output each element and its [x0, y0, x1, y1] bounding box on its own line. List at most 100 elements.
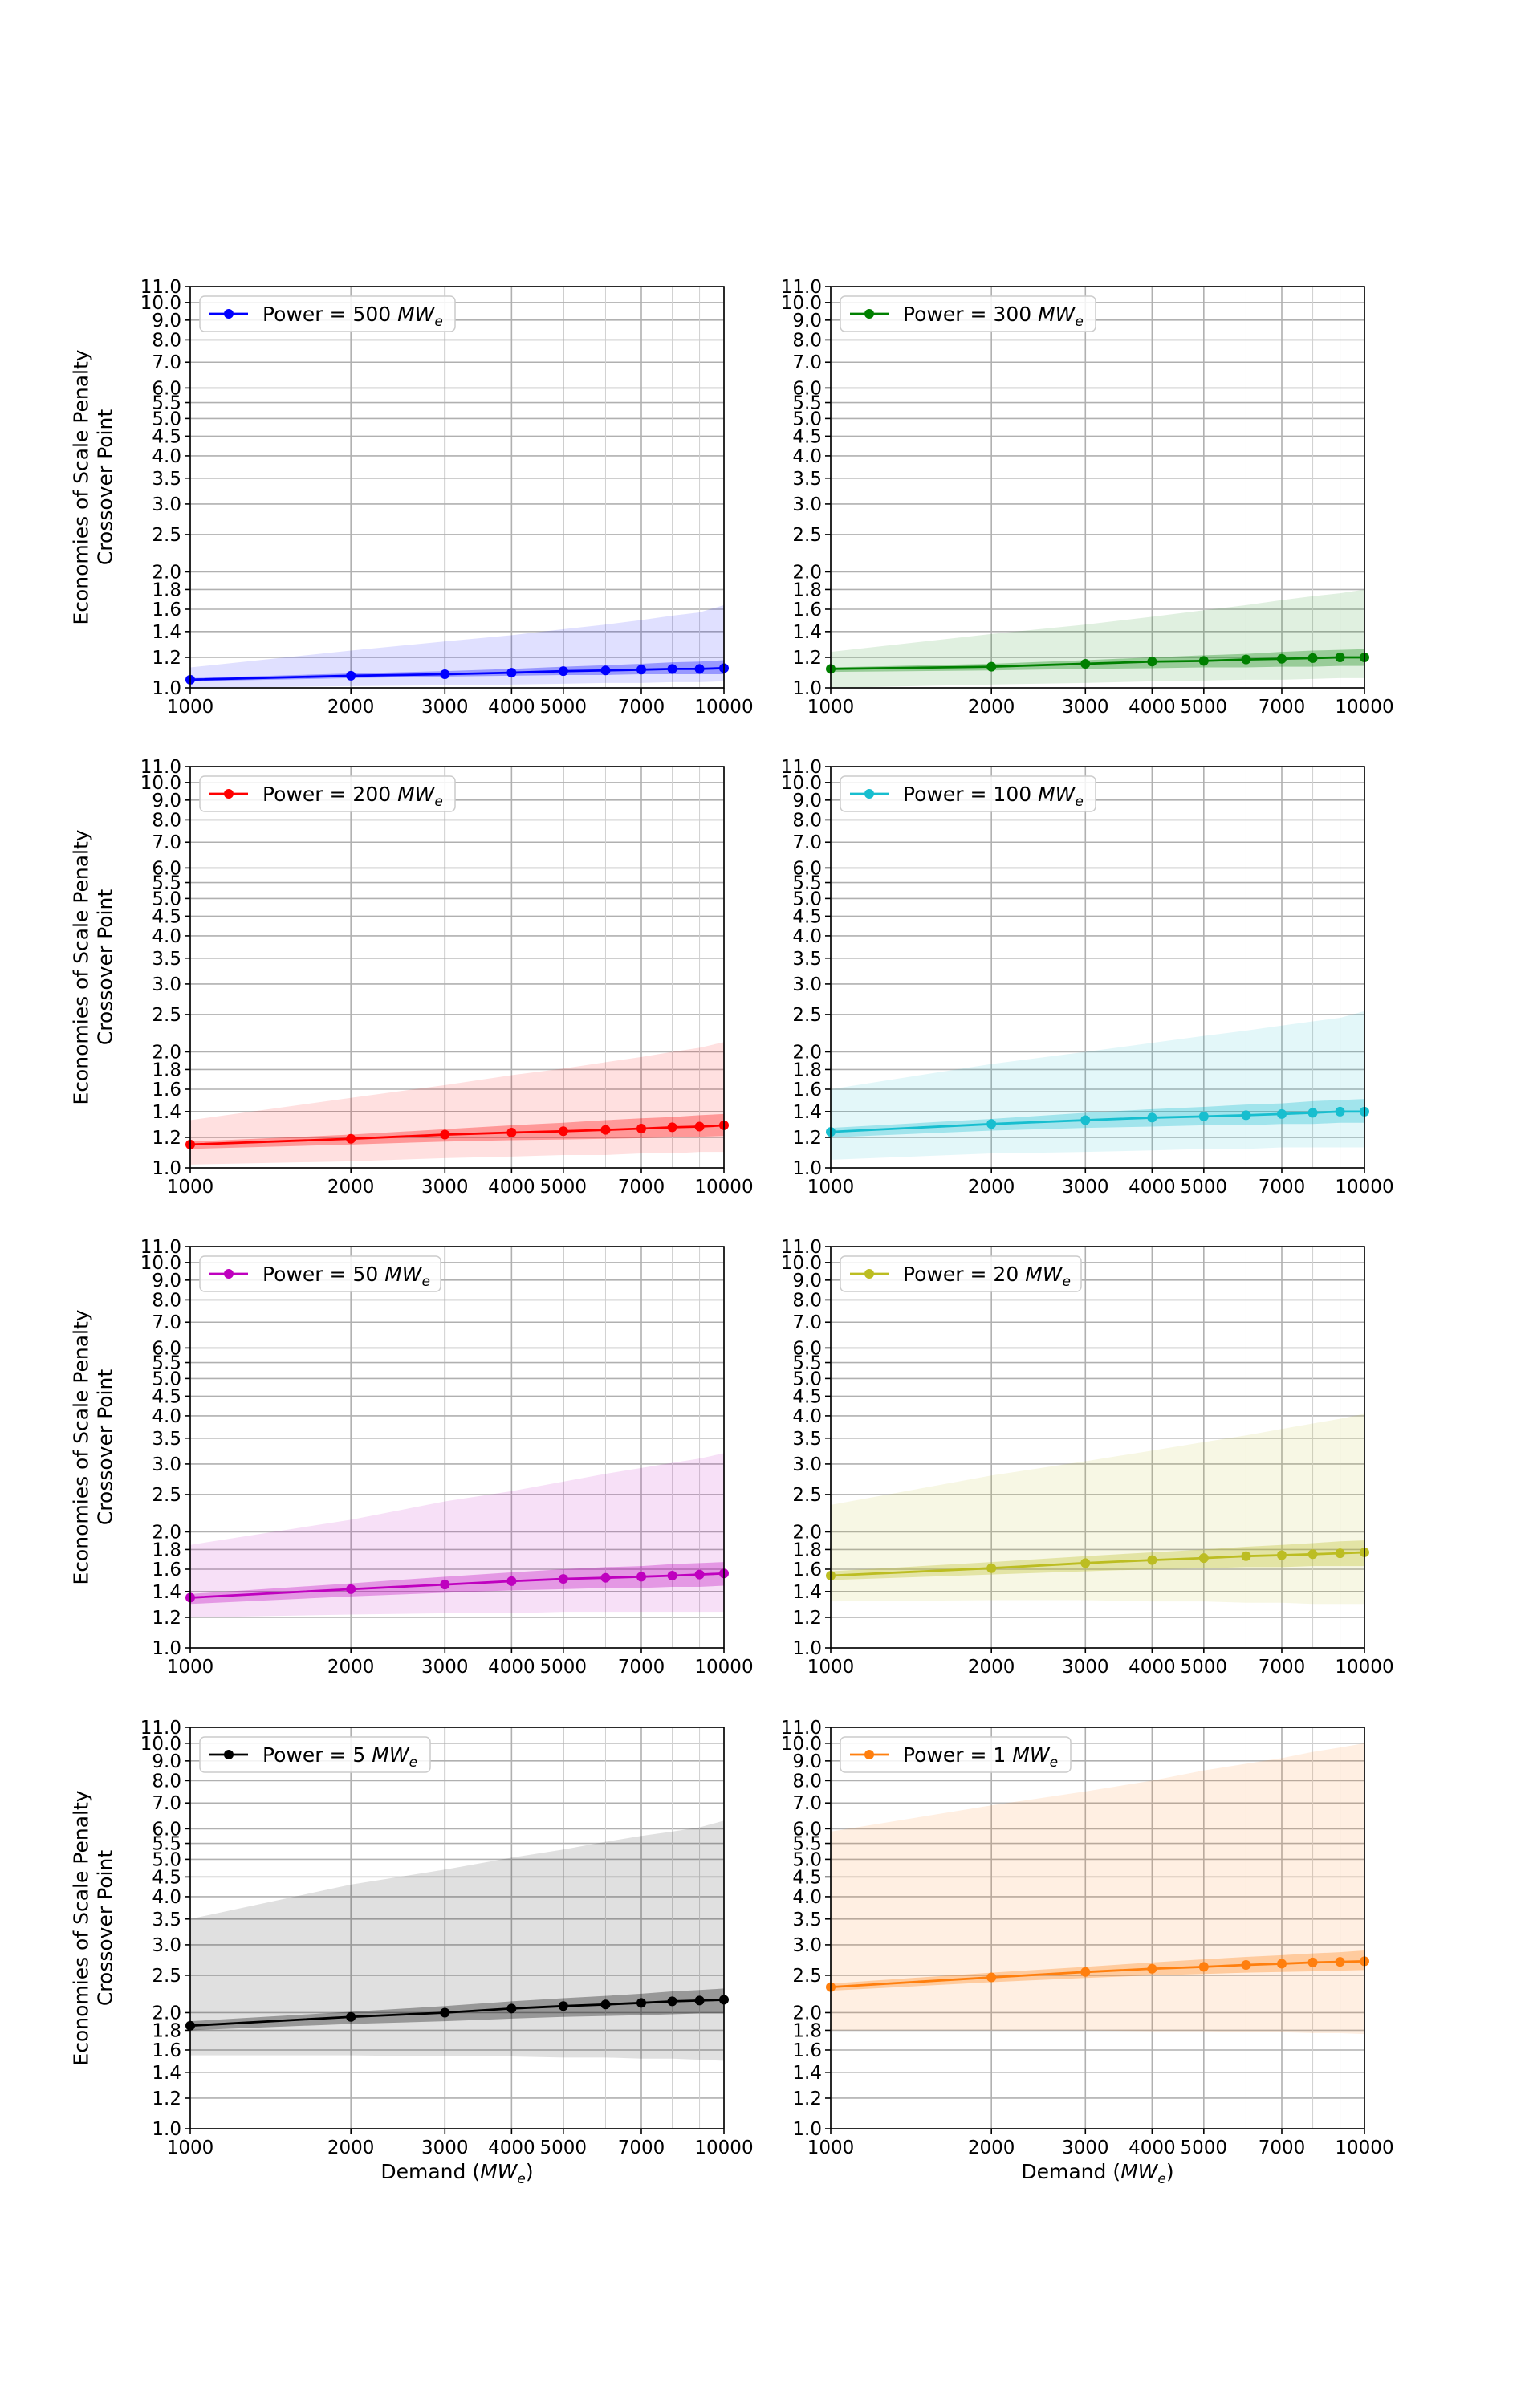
data-point: [694, 1121, 705, 1132]
y-tick-label: 2.0: [152, 1042, 181, 1063]
data-point: [558, 1574, 568, 1584]
data-point: [667, 1996, 677, 2007]
data-point: [346, 1584, 356, 1594]
x-tick-label: 2000: [327, 1657, 375, 1678]
y-tick-label: 1.6: [792, 2040, 822, 2061]
data-point: [1198, 1553, 1209, 1564]
y-tick-label: 9.0: [792, 1751, 822, 1772]
data-point: [346, 1133, 356, 1144]
gridlines: [189, 766, 725, 1169]
y-tick-label: 1.4: [792, 1102, 822, 1123]
y-axis: 1.0 1.2 1.41.61.82.0 2.5 3.0 3.54.04.55.05.56…: [781, 757, 831, 1179]
legend: Power = 200 MWe: [199, 775, 456, 812]
y-tick-label: 1.4: [792, 622, 822, 643]
x-tick-label: 7000: [618, 2138, 665, 2158]
y-axis: 1.0 1.2 1.41.61.82.0 2.5 3.0 3.54.04.55.05.56…: [781, 1718, 831, 2140]
data-point: [600, 1125, 611, 1135]
y-tick-label: 7.0: [792, 1312, 822, 1333]
y-tick-label: 3.5: [792, 1910, 822, 1930]
y-tick-label: 1.0: [152, 1638, 181, 1659]
legend-box: [199, 775, 456, 812]
outer-uncertainty-band: [190, 1042, 724, 1165]
series-line: [189, 1124, 725, 1146]
gridlines: [830, 766, 1365, 1169]
x-tick-label: 7000: [1259, 697, 1306, 718]
legend-label: Power = 100 MWe: [903, 783, 1084, 810]
legend-marker: [224, 1750, 234, 1759]
legend-marker: [224, 309, 234, 319]
y-tick-label: 3.0: [792, 1454, 822, 1475]
x-axis: 1000 2000 3000 4000 5000 7000 10000: [167, 1648, 754, 1678]
y-tick-label: 11.0: [781, 1237, 822, 1258]
y-tick-label: 4.5: [792, 906, 822, 927]
y-tick-label: 4.0: [152, 926, 181, 947]
outer-uncertainty-band: [831, 1743, 1364, 2035]
series-line: [189, 1999, 725, 2028]
y-tick-label: 3.5: [152, 1429, 181, 1450]
subplot-200-mwe: 1.0 1.2 1.41.61.82.0 2.5 3.0 3.54.04.55.05.56…: [70, 757, 754, 1198]
y-tick-label: 8.0: [792, 1290, 822, 1311]
y-tick-label: 9.0: [792, 311, 822, 332]
data-point: [1335, 1106, 1345, 1117]
data-point: [1198, 656, 1209, 666]
y-tick-label: 10.0: [781, 1734, 822, 1755]
y-tick-label: 4.5: [152, 906, 181, 927]
x-tick-label: 10000: [694, 2138, 753, 2158]
x-tick-label: 5000: [540, 2138, 588, 2158]
y-tick-label: 2.5: [152, 525, 181, 546]
axes-frame: [830, 766, 1365, 1169]
x-tick-label: 3000: [421, 697, 469, 718]
data-point: [1241, 654, 1251, 665]
y-tick-label: 3.0: [152, 1935, 181, 1956]
y-tick-label: 1.4: [152, 1102, 181, 1123]
y-tick-label: 8.0: [152, 810, 181, 831]
y-tick-label: 6.0: [152, 1819, 181, 1840]
y-tick-label: 5.5: [152, 873, 181, 894]
y-tick-label: 5.5: [792, 873, 822, 894]
legend-box: [840, 775, 1096, 812]
axes-frame: [189, 1727, 725, 2129]
data-point: [1307, 653, 1318, 663]
data-point: [506, 2003, 517, 2014]
y-tick-label: 2.0: [152, 2003, 181, 2024]
y-tick-label: 1.8: [792, 1060, 822, 1080]
x-axis: 1000 2000 3000 4000 5000 7000 10000: [807, 1168, 1394, 1198]
x-tick-label: 4000: [1128, 1177, 1176, 1198]
y-tick-label: 1.8: [152, 1540, 181, 1560]
y-tick-label: 3.5: [152, 1910, 181, 1930]
x-tick-label: 2000: [327, 697, 375, 718]
data-point: [1276, 1108, 1287, 1119]
y-tick-label: 1.8: [152, 2020, 181, 2041]
data-point: [1307, 1957, 1318, 1967]
data-point: [986, 1563, 997, 1573]
data-point: [440, 669, 450, 679]
data-point: [1335, 1957, 1345, 1967]
y-tick-label: 1.6: [152, 600, 181, 620]
y-tick-label: 4.5: [152, 1867, 181, 1888]
x-tick-label: 3000: [1062, 697, 1109, 718]
y-tick-label: 9.0: [152, 311, 181, 332]
y-tick-label: 1.4: [152, 622, 181, 643]
legend-label: Power = 1 MWe: [903, 1743, 1058, 1771]
y-tick-label: 2.5: [792, 525, 822, 546]
data-point: [1307, 1108, 1318, 1118]
y-tick-label: 7.0: [152, 352, 181, 373]
y-tick-label: 5.5: [792, 1353, 822, 1374]
y-tick-label: 3.0: [152, 1454, 181, 1475]
x-tick-label: 10000: [1335, 2138, 1393, 2158]
legend-label: Power = 50 MWe: [262, 1263, 430, 1290]
y-axis: 1.0 1.2 1.41.61.82.0 2.5 3.0 3.54.04.55.05.56…: [140, 757, 190, 1179]
legend-marker: [864, 309, 874, 319]
data-point: [694, 664, 705, 674]
x-axis: 1000 2000 3000 4000 5000 7000 10000: [167, 688, 754, 718]
axes-frame: [830, 286, 1365, 689]
data-point: [636, 1572, 646, 1582]
y-tick-label: 4.0: [152, 1887, 181, 1908]
data-point: [636, 1998, 646, 2008]
legend-marker: [224, 1269, 234, 1279]
y-tick-label: 6.0: [792, 378, 822, 399]
x-tick-label: 5000: [1181, 697, 1228, 718]
y-tick-label: 10.0: [781, 293, 822, 314]
data-point: [1198, 1111, 1209, 1121]
y-tick-label: 4.0: [792, 446, 822, 467]
